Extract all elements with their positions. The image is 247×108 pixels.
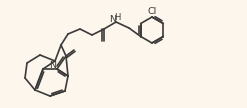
- Text: Cl: Cl: [147, 7, 157, 17]
- Text: N: N: [49, 60, 57, 70]
- Text: H: H: [114, 13, 120, 21]
- Text: N: N: [109, 16, 117, 25]
